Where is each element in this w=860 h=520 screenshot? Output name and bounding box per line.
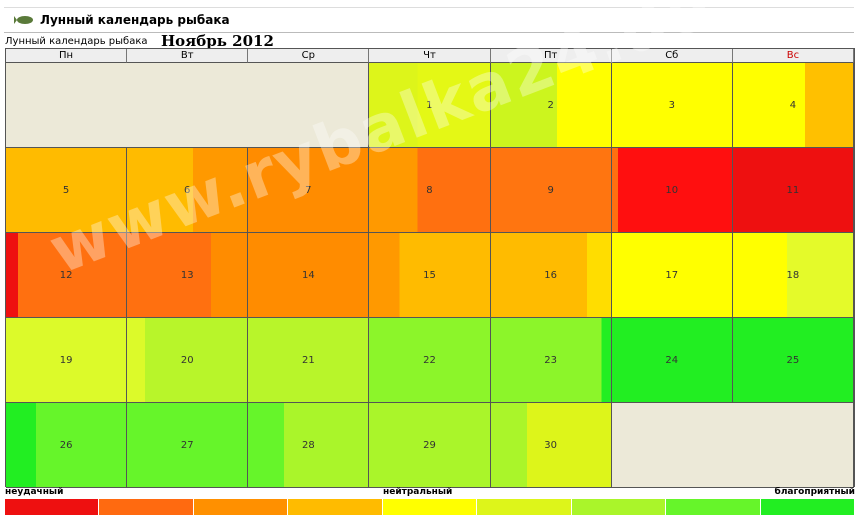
legend-swatch	[99, 499, 193, 515]
day-cell: 14	[248, 233, 370, 318]
legend-swatch	[193, 499, 288, 515]
day-cell: 5	[6, 148, 128, 233]
day-cell: 28	[248, 403, 370, 488]
day-cell: 26	[6, 403, 128, 488]
day-cell: 18	[732, 233, 854, 318]
day-number: 6	[184, 184, 191, 196]
header-bar: Лунный календарь рыбака	[4, 7, 854, 33]
legend-swatch	[5, 499, 99, 515]
day-cell: 23	[490, 318, 612, 403]
legend-swatch	[666, 499, 760, 515]
day-number: 25	[786, 354, 800, 366]
day-cell: 4	[732, 63, 854, 148]
day-cell: 9	[490, 148, 612, 233]
day-cell: 2	[490, 63, 612, 148]
day-number: 24	[665, 354, 679, 366]
day-number: 18	[786, 269, 800, 281]
day-cell: 16	[490, 233, 612, 318]
day-cell: 24	[611, 318, 733, 403]
caption: Лунный календарь рыбака	[5, 36, 148, 47]
legend-label: нейтральный	[383, 487, 453, 497]
day-cell: 10	[611, 148, 733, 233]
day-cell: 20	[127, 318, 249, 403]
day-number: 15	[423, 269, 436, 281]
day-number: 8	[426, 184, 433, 196]
day-number: 4	[789, 99, 797, 111]
day-number: 5	[62, 184, 70, 196]
day-cell: 6	[127, 148, 249, 233]
legend-swatch	[477, 499, 571, 515]
day-number: 7	[305, 184, 312, 196]
day-cell: 8	[369, 148, 491, 233]
day-number: 13	[180, 269, 194, 281]
day-cell: 3	[611, 63, 733, 148]
day-number: 1	[426, 99, 433, 111]
weekday-label: Вс	[732, 49, 854, 63]
day-number: 22	[423, 354, 436, 366]
day-cell: 11	[732, 148, 854, 233]
month-title: Ноябрь 2012	[161, 32, 274, 50]
day-cell: 1	[369, 63, 491, 148]
day-cell: 7	[248, 148, 370, 233]
day-cell: 15	[369, 233, 491, 318]
empty-cell	[6, 63, 370, 148]
legend-label: неудачный	[5, 487, 64, 497]
weekday-label: Чт	[369, 49, 491, 63]
day-number: 2	[547, 99, 554, 111]
day-number: 17	[665, 269, 679, 281]
day-cell: 13	[127, 233, 249, 318]
empty-cell	[611, 403, 854, 488]
day-number: 12	[59, 269, 73, 281]
day-cell: 27	[127, 403, 249, 488]
day-number: 23	[544, 354, 557, 366]
weekday-label: Сб	[611, 49, 733, 63]
header-title: Лунный календарь рыбака	[40, 13, 230, 27]
weekday-label: Вт	[127, 49, 249, 63]
weekday-label: Ср	[248, 49, 370, 63]
day-number: 9	[547, 184, 554, 196]
day-number: 14	[301, 269, 315, 281]
legend-label: благоприятный	[774, 487, 855, 497]
day-number: 29	[423, 439, 436, 451]
day-number: 20	[180, 354, 194, 366]
legend-swatch	[288, 499, 382, 515]
day-cell: 25	[732, 318, 854, 403]
day-number: 28	[301, 439, 315, 451]
day-cell: 21	[248, 318, 370, 403]
legend-swatch	[760, 499, 854, 515]
legend-swatch	[571, 499, 666, 515]
weekday-label: Пт	[490, 49, 612, 63]
day-number: 26	[59, 439, 73, 451]
day-number: 3	[668, 99, 675, 111]
day-cell: 22	[369, 318, 491, 403]
day-number: 27	[180, 439, 194, 451]
day-cell: 29	[369, 403, 491, 488]
day-number: 19	[59, 354, 73, 366]
fish-icon	[14, 16, 33, 24]
day-number: 30	[544, 439, 557, 451]
day-cell: 30	[490, 403, 612, 488]
legend-swatch	[382, 499, 477, 515]
day-number: 16	[544, 269, 557, 281]
day-cell: 17	[611, 233, 733, 318]
day-cell: 12	[6, 233, 128, 318]
calendar-grid: Пн Вт Ср Чт Пт Сб Вс 1 2 3 4 5 6 7 8 9 10 11 12 13 14 15 16 17 1…	[5, 48, 855, 488]
weekday-label: Пн	[6, 49, 128, 63]
day-cell: 19	[6, 318, 128, 403]
day-number: 10	[665, 184, 679, 196]
day-number: 11	[786, 184, 800, 196]
day-number: 21	[301, 354, 315, 366]
